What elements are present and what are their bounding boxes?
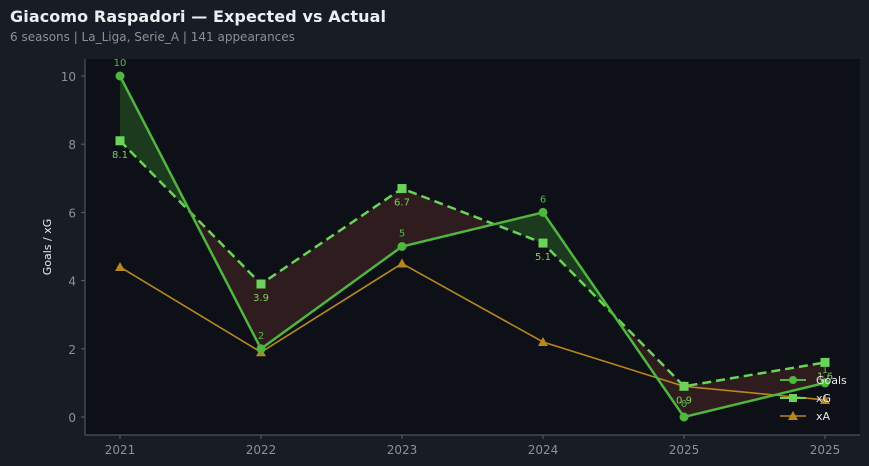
legend-label: Goals xyxy=(816,374,847,387)
x-tick-label: 2025 xyxy=(810,443,841,457)
data-labels: 10 2 5 6 0 1 8.1 3.9 6.7 5.1 0.9 1.6 xyxy=(112,58,833,410)
x-tick-label: 2022 xyxy=(246,443,277,457)
x-tick-label: 2025 xyxy=(669,443,700,457)
goals-value-label: 2 xyxy=(258,331,264,342)
circle-marker-icon xyxy=(256,344,266,354)
xg-value-label: 6.7 xyxy=(394,198,410,209)
circle-marker-icon xyxy=(789,376,797,384)
fill-segment xyxy=(684,362,825,417)
goals-value-label: 1 xyxy=(822,365,828,376)
fill-segment xyxy=(261,188,402,349)
x-tick-label: 2023 xyxy=(387,443,418,457)
y-tick-label: 6 xyxy=(68,206,76,220)
goals-value-label: 6 xyxy=(540,194,546,205)
square-marker-icon xyxy=(679,381,689,391)
square-marker-icon xyxy=(397,184,407,194)
triangle-marker-icon xyxy=(397,258,407,268)
circle-marker-icon xyxy=(820,378,830,388)
square-marker-icon xyxy=(256,279,266,289)
legend: Goals xG xA xyxy=(780,374,847,423)
circle-marker-icon xyxy=(115,71,125,81)
triangle-marker-icon xyxy=(820,394,830,404)
circle-marker-icon xyxy=(538,207,548,217)
circle-marker-icon xyxy=(679,412,689,422)
fill-segment xyxy=(494,212,543,244)
goals-value-label: 0 xyxy=(681,399,687,410)
x-tick-label: 2024 xyxy=(528,443,559,457)
square-marker-icon xyxy=(789,394,797,402)
fill-segment xyxy=(402,188,495,247)
legend-label: xA xyxy=(816,410,831,423)
xg-value-label: 0.9 xyxy=(676,395,692,406)
y-tick-label: 10 xyxy=(61,70,76,84)
series-lines xyxy=(115,71,830,422)
legend-item-goals: Goals xyxy=(780,374,847,387)
y-tick-label: 4 xyxy=(68,275,76,289)
goals-value-label: 10 xyxy=(114,58,127,69)
triangle-marker-icon xyxy=(788,411,798,420)
xg-value-label: 3.9 xyxy=(253,293,269,304)
goals-value-label: 5 xyxy=(399,229,405,240)
y-tick-label: 2 xyxy=(68,343,76,357)
chart-title: Giacomo Raspadori — Expected vs Actual xyxy=(10,7,387,26)
legend-item-xg: xG xyxy=(780,392,831,405)
y-tick-label: 0 xyxy=(68,411,76,425)
xa-line xyxy=(119,262,826,401)
circle-marker-icon xyxy=(397,242,407,251)
xg-value-label: 5.1 xyxy=(535,252,551,263)
triangle-marker-icon xyxy=(538,336,548,346)
legend-item-xa: xA xyxy=(780,410,831,423)
goals-line xyxy=(118,75,826,419)
xg-line xyxy=(119,139,826,388)
xg-value-label: 8.1 xyxy=(112,150,128,161)
xg-value-label: 1.6 xyxy=(817,371,833,382)
square-marker-icon xyxy=(538,238,548,248)
square-marker-icon xyxy=(115,136,125,146)
x-tick-label: 2021 xyxy=(105,443,136,457)
legend-label: xG xyxy=(816,392,831,405)
triangle-marker-icon xyxy=(115,261,125,271)
y-tick-label: 8 xyxy=(68,138,76,152)
chart-subtitle: 6 seasons | La_Liga, Serie_A | 141 appea… xyxy=(10,30,295,44)
square-marker-icon xyxy=(820,357,830,367)
y-axis-label: Goals / xG xyxy=(41,219,54,276)
